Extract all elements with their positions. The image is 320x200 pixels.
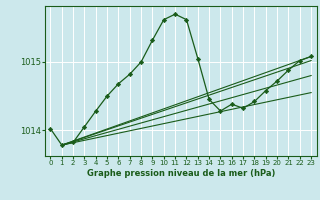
X-axis label: Graphe pression niveau de la mer (hPa): Graphe pression niveau de la mer (hPa)	[87, 169, 275, 178]
